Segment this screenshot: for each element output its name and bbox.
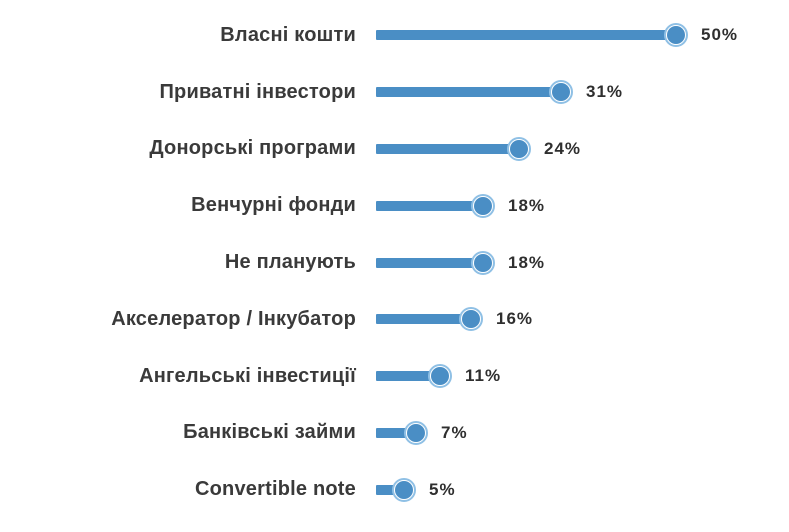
- marker-ring-icon: [507, 136, 531, 161]
- marker-ring-icon: [392, 477, 416, 502]
- bar-stick: [376, 371, 442, 382]
- chart-row: Convertible note 5%: [0, 461, 789, 518]
- value-label: 7%: [441, 422, 468, 442]
- row-plot-area: 5%: [356, 477, 456, 502]
- category-label: Венчурні фонди: [191, 194, 356, 217]
- chart-row: Донорські програми 24%: [0, 121, 789, 178]
- row-plot-area: 31%: [356, 80, 624, 105]
- value-label: 24%: [544, 138, 582, 158]
- chart-row: Власні кошти 50%: [0, 7, 789, 64]
- marker-dot-icon: [407, 423, 425, 442]
- bar-stick: [376, 427, 418, 438]
- marker-ring-icon: [664, 23, 688, 48]
- value-label: 18%: [508, 195, 546, 215]
- marker-dot-icon: [462, 310, 480, 329]
- chart-row: Акселератор / Інкубатор 16%: [0, 291, 789, 348]
- value-label: 5%: [429, 479, 456, 499]
- category-label: Донорські програми: [149, 137, 356, 160]
- category-label: Приватні інвестори: [159, 80, 356, 103]
- marker-ring-icon: [428, 364, 452, 389]
- marker-ring-icon: [549, 80, 573, 105]
- row-plot-area: 18%: [356, 250, 546, 275]
- marker-ring-icon: [404, 420, 428, 445]
- marker-dot-icon: [552, 83, 570, 102]
- value-label: 50%: [701, 25, 739, 45]
- row-plot-area: 7%: [356, 420, 468, 445]
- row-plot-area: 50%: [356, 23, 739, 48]
- bar-stick: [376, 200, 485, 211]
- marker-dot-icon: [395, 480, 413, 499]
- row-plot-area: 24%: [356, 136, 582, 161]
- marker-dot-icon: [667, 26, 685, 45]
- category-label: Банківські займи: [183, 421, 356, 444]
- category-label: Convertible note: [195, 478, 356, 501]
- marker-dot-icon: [510, 139, 528, 158]
- category-label: Ангельські інвестиції: [139, 364, 356, 387]
- row-plot-area: 16%: [356, 307, 534, 332]
- marker-dot-icon: [431, 367, 449, 386]
- chart-row: Банківські займи 7%: [0, 405, 789, 462]
- marker-ring-icon: [471, 250, 495, 275]
- marker-ring-icon: [459, 307, 483, 332]
- chart-row: Приватні інвестори 31%: [0, 64, 789, 121]
- chart-row: Венчурні фонди 18%: [0, 177, 789, 234]
- category-label: Не планують: [224, 251, 356, 274]
- bar-stick: [376, 257, 485, 268]
- bar-stick: [376, 143, 521, 154]
- chart-row: Не планують 18%: [0, 234, 789, 291]
- value-label: 18%: [508, 252, 546, 272]
- bar-stick: [376, 314, 473, 325]
- marker-dot-icon: [474, 196, 492, 215]
- value-label: 31%: [586, 82, 624, 102]
- row-plot-area: 11%: [356, 364, 502, 389]
- bar-stick: [376, 87, 563, 98]
- marker-ring-icon: [471, 193, 495, 218]
- value-label: 11%: [465, 366, 502, 386]
- category-label: Акселератор / Інкубатор: [111, 307, 356, 330]
- value-label: 16%: [496, 309, 534, 329]
- bar-stick: [376, 30, 678, 41]
- category-label: Власні кошти: [220, 23, 356, 46]
- bar-stick: [376, 484, 406, 495]
- chart-row: Ангельські інвестиції 11%: [0, 348, 789, 405]
- row-plot-area: 18%: [356, 193, 546, 218]
- marker-dot-icon: [474, 253, 492, 272]
